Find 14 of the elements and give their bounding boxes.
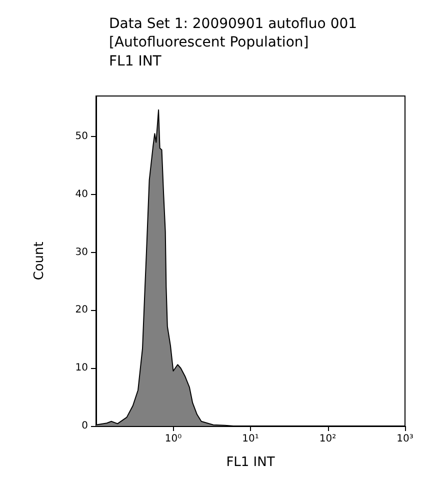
- x-tick-label: 10²: [319, 434, 336, 444]
- x-axis-title: FL1 INT: [226, 455, 275, 470]
- y-tick-label: 20: [75, 304, 88, 316]
- x-tick-label: 10⁰: [164, 434, 182, 444]
- chart-subtitle: [Autofluorescent Population] FL1 INT: [109, 34, 309, 70]
- x-tick-label: 10³: [396, 434, 414, 444]
- chart-title: Data Set 1: 20090901 autofluo 001: [109, 16, 358, 32]
- y-tick-label: 40: [75, 188, 88, 200]
- y-tick-label: 30: [75, 246, 88, 258]
- y-tick-label: 10: [75, 362, 88, 374]
- y-axis-title: Count: [32, 242, 47, 280]
- y-tick-label: 0: [82, 420, 88, 432]
- x-tick-label: 10¹: [242, 434, 259, 444]
- y-tick-label: 50: [75, 131, 88, 142]
